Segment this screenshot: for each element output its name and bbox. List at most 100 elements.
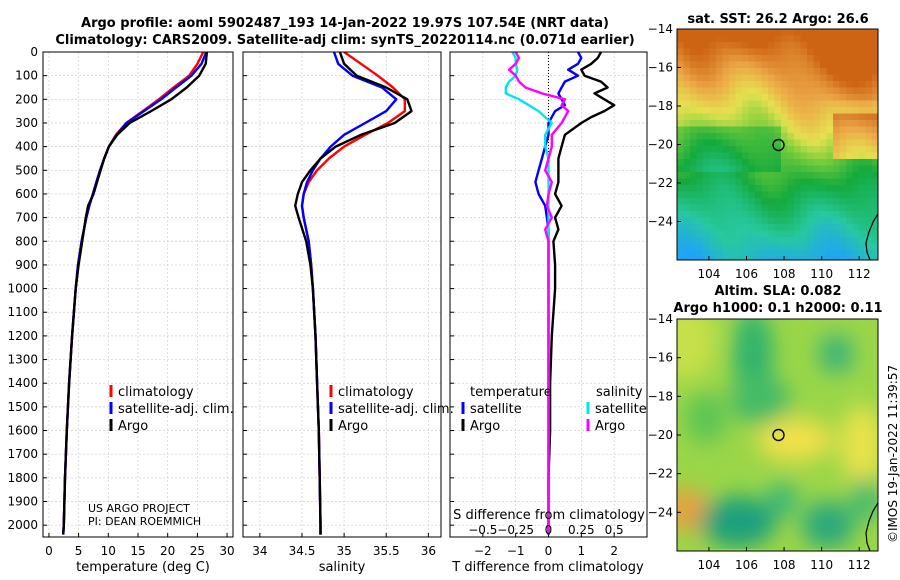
map-y-tick-label: −24 (648, 505, 673, 519)
sst-cell (709, 256, 717, 260)
sst-cell (742, 126, 749, 134)
sst-cell (820, 211, 827, 218)
sst-cell (872, 87, 878, 95)
y-tick-label: 400 (15, 140, 38, 154)
sst-cell (709, 61, 717, 69)
sst-cell (683, 185, 691, 192)
sst-cell (755, 61, 762, 69)
sst-cell (820, 237, 827, 244)
sst-cell (781, 94, 788, 101)
sst-cell (703, 185, 710, 192)
sst-cell (826, 165, 834, 173)
sst-cell (716, 120, 723, 127)
sst-cell (807, 172, 814, 179)
sst-cell (748, 191, 756, 199)
sst-cell (768, 100, 775, 108)
sst-cell (683, 191, 691, 199)
sst-cell (846, 256, 853, 260)
sst-cell (800, 61, 808, 69)
sst-cell (787, 48, 795, 56)
sst-cell (813, 256, 821, 260)
sst-cell (846, 172, 853, 179)
y-tick-label: 500 (15, 163, 38, 177)
sla-map-title-line1: Altim. SLA: 0.082 (715, 284, 842, 299)
sst-cell (722, 68, 730, 75)
sst-cell (768, 237, 775, 244)
sst-cell (709, 126, 717, 134)
legend-s-satellite-label: satellite (595, 402, 647, 417)
sst-cell (865, 133, 873, 140)
sst-cell (735, 159, 743, 166)
project-line1: US ARGO PROJECT (88, 502, 190, 515)
sst-cell (690, 224, 697, 231)
sst-cell (696, 172, 704, 179)
sst-cell (683, 68, 691, 75)
sst-cell (774, 55, 782, 62)
sst-cell (677, 100, 684, 108)
sst-cell (800, 48, 808, 56)
map-x-tick-label: 110 (810, 558, 833, 572)
sst-cell (781, 178, 788, 186)
sst-cell (690, 35, 697, 43)
sst-cell (807, 113, 814, 121)
sst-cell (722, 178, 730, 186)
sst-cell (690, 87, 697, 95)
sst-cell (794, 81, 801, 88)
sst-cell (716, 133, 723, 140)
sst-cell (742, 237, 749, 244)
sst-cell (813, 230, 821, 238)
sst-cell (781, 113, 788, 121)
sst-cell (859, 165, 866, 173)
sst-cell (872, 178, 878, 186)
sst-cell (774, 152, 782, 160)
sst-cell (742, 230, 749, 238)
sst-cell (807, 94, 814, 101)
sst-cell (696, 198, 704, 205)
sst-cell (709, 120, 717, 127)
sst-cell (735, 42, 743, 49)
sst-cell (774, 139, 782, 147)
sst-cell (820, 256, 827, 260)
sst-cell (787, 81, 795, 88)
sst-cell (709, 243, 717, 251)
sst-cell (774, 87, 782, 95)
sst-cell (748, 29, 756, 36)
sst-cell (833, 185, 840, 192)
sst-cell (839, 185, 847, 192)
sst-cell (820, 87, 827, 95)
sst-cell (787, 107, 795, 114)
sla-coastline (865, 502, 878, 551)
sst-cell (755, 94, 762, 101)
sst-cell (787, 204, 795, 212)
sst-cell (761, 230, 769, 238)
sst-cell (690, 55, 697, 62)
sst-cell (872, 159, 878, 166)
sst-cell (761, 42, 769, 49)
sst-cell (735, 224, 743, 231)
sst-cell (696, 107, 704, 114)
sst-cell (716, 74, 723, 82)
sst-cell (768, 42, 775, 49)
sst-cell (800, 55, 808, 62)
sst-cell (800, 243, 808, 251)
sst-cell (833, 74, 840, 82)
sst-cell (826, 68, 834, 75)
sst-cell (709, 152, 717, 160)
sst-cell (735, 133, 743, 140)
sst-cell (768, 113, 775, 121)
sst-cell (703, 211, 710, 218)
x-tick-label: 34 (252, 544, 267, 558)
sst-cell (787, 159, 795, 166)
sst-cell (787, 217, 795, 225)
map-y-tick-label: −18 (648, 99, 673, 113)
x-tick-label: 2 (610, 544, 618, 558)
series-argo-line (294, 52, 413, 535)
sst-cell (690, 185, 697, 192)
sst-cell (748, 230, 756, 238)
sst-cell (826, 217, 834, 225)
sst-cell (865, 250, 873, 257)
sst-cell (703, 61, 710, 69)
sst-cell (742, 224, 749, 231)
sst-cell (696, 217, 704, 225)
sst-cell (833, 113, 840, 121)
